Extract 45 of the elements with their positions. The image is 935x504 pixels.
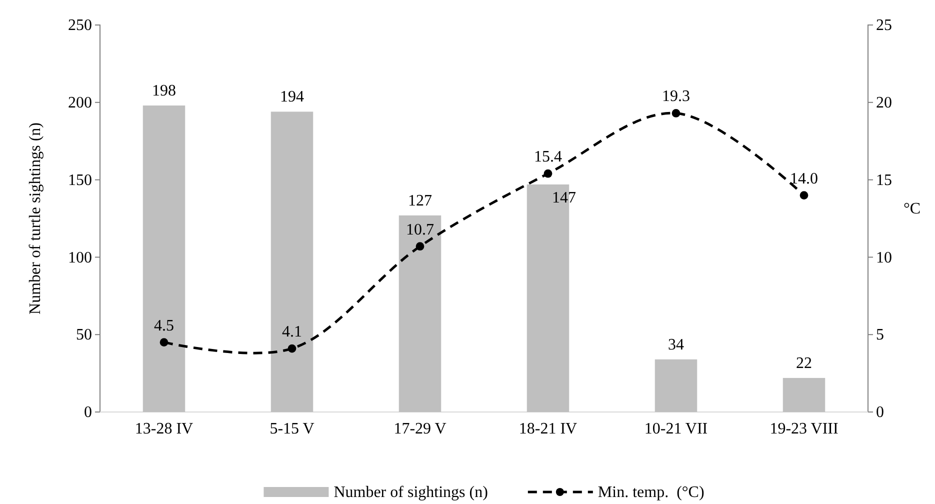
data-label: 147 [552,189,576,206]
x-tick-label: 5-15 V [270,420,315,438]
y2-tick-label: 0 [876,404,884,422]
y2-tick-label: 15 [876,172,892,189]
data-label: 22 [796,354,812,372]
y2-tick-label: 10 [876,249,892,266]
y-tick-label: 100 [68,249,92,266]
x-tick-label: 10-21 VII [644,420,708,438]
x-tick-label: 17-29 V [394,420,447,438]
x-tick-label: 18-21 IV [518,420,578,438]
data-label: 19.3 [662,88,690,106]
point [288,344,296,353]
legend-label: Number of sightings (n) [334,484,488,501]
x-tick-label: 19-23 VIII [770,420,838,438]
y2-axis-title: °C [903,200,921,218]
y-axis-title: Number of turtle sightings (n) [27,122,44,314]
data-label: 15.4 [534,148,562,166]
point [416,242,424,251]
point [160,338,168,347]
point [544,169,552,178]
data-label: 194 [280,88,304,106]
data-label: 10.7 [406,221,434,238]
y-tick-label: 50 [76,326,92,344]
bar [270,112,314,412]
point [800,191,808,200]
x-tick-label: 13-28 IV [134,420,194,438]
point [672,109,680,118]
y-tick-label: 200 [68,94,92,112]
data-label: 14.0 [790,170,818,188]
y2-tick-label: 20 [876,94,892,112]
bar [142,105,186,412]
bar [782,378,826,412]
data-label: 4.1 [282,324,302,341]
legend-label: Min. temp. (°C) [598,484,704,501]
y2-tick-label: 5 [876,326,884,344]
data-label: 127 [408,192,432,210]
data-label: 34 [668,336,684,354]
data-label: 4.5 [154,317,174,334]
bar [654,359,698,412]
y2-tick-label: 25 [876,17,892,34]
y-tick-label: 150 [68,172,92,189]
y-tick-label: 250 [68,17,92,34]
data-label: 198 [152,82,176,100]
bar [398,215,442,412]
y-tick-label: 0 [84,404,92,422]
